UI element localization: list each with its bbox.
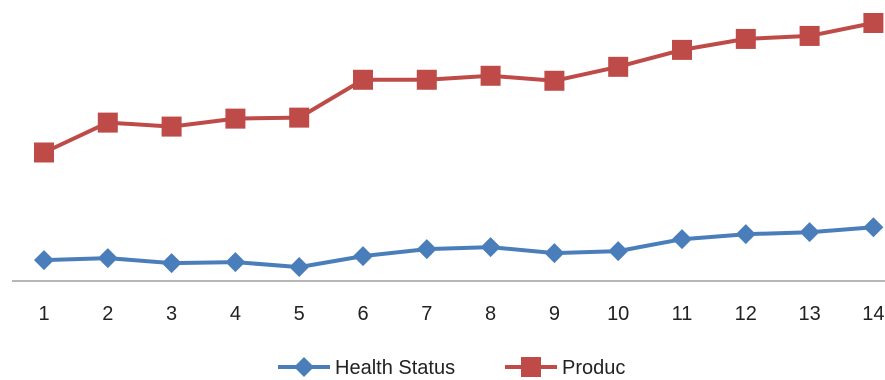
health-status-point-11 [672,229,692,250]
legend-item-health-status: Health Status [278,357,455,379]
x-tick-label-1: 1 [38,303,49,325]
x-tick-label-11: 11 [672,303,693,325]
legend-label-produc: Produc [562,357,625,379]
produc-point-11 [672,39,692,60]
x-tick-label-12: 12 [735,303,757,325]
x-axis-tick-labels: 1 2 3 4 5 6 7 8 9 10 11 12 13 14 [38,303,884,325]
produc-point-3 [161,116,182,137]
health-status-point-5 [289,257,310,278]
health-status-point-8 [480,237,501,258]
health-status-point-7 [416,239,437,260]
health-status-point-10 [608,241,629,262]
produc-point-13 [799,25,820,46]
produc-point-12 [735,28,756,49]
health-status-series-line [42,225,876,270]
produc-point-14 [863,12,884,33]
produc-point-6 [353,69,373,90]
x-tick-label-7: 7 [421,303,432,325]
x-tick-label-6: 6 [357,303,368,325]
health-status-point-9 [544,243,565,264]
x-tick-label-3: 3 [166,303,177,325]
legend-produc-marker [521,357,541,377]
health-status-point-12 [735,224,756,245]
produc-point-2 [97,112,118,133]
produc-point-5 [289,107,310,128]
produc-point-7 [416,69,437,90]
health-status-point-3 [161,253,182,274]
produc-point-9 [544,70,565,91]
x-tick-label-8: 8 [485,303,496,325]
produc-series-line [42,21,876,155]
legend-item-produc: Produc [505,357,625,379]
x-tick-label-10: 10 [607,303,629,325]
health-status-point-13 [799,222,820,243]
produc-point-4 [225,108,246,129]
x-tick-label-2: 2 [102,303,113,325]
legend: Health Status Produc [278,357,625,379]
legend-health-status-marker [294,357,314,377]
health-status-point-4 [225,252,246,273]
produc-point-8 [480,65,501,86]
x-tick-label-4: 4 [230,303,241,325]
x-tick-label-14: 14 [862,303,884,325]
produc-point-1 [34,142,54,163]
x-tick-label-5: 5 [294,303,305,325]
health-status-point-14 [863,217,884,238]
legend-label-health-status: Health Status [335,357,455,379]
x-tick-label-13: 13 [798,303,820,325]
x-tick-label-9: 9 [549,303,560,325]
plot-area [34,12,884,278]
health-status-point-2 [97,248,118,269]
health-status-point-6 [353,246,373,267]
health-status-point-1 [34,250,54,271]
produc-point-10 [608,56,629,77]
